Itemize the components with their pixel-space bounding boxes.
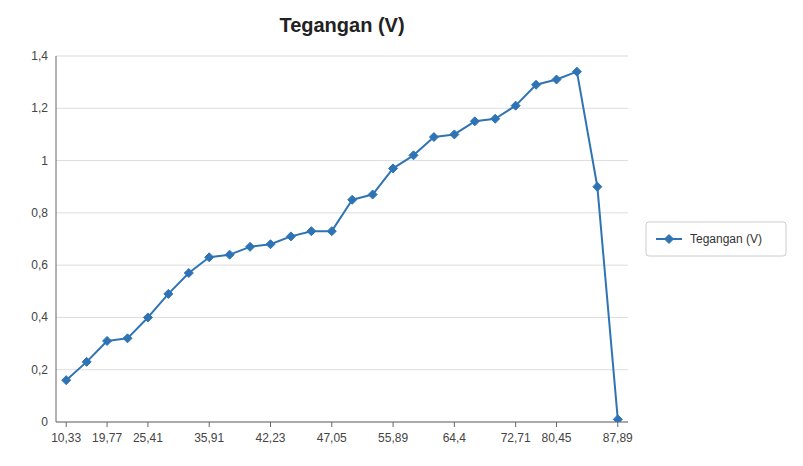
plot-area	[62, 67, 623, 422]
point-marker	[307, 227, 316, 236]
grid-line	[56, 369, 628, 370]
legend-label: Tegangan (V)	[690, 232, 762, 246]
chart-title: Tegangan (V)	[279, 14, 404, 36]
grid-line	[56, 160, 628, 161]
x-tick-label: 55,89	[378, 431, 408, 445]
point-marker	[389, 164, 398, 173]
point-marker	[327, 227, 336, 236]
x-tick	[393, 422, 394, 427]
point-marker	[123, 334, 132, 343]
y-axis-line	[56, 56, 57, 422]
x-tick	[556, 422, 557, 427]
point-marker	[593, 182, 602, 191]
x-tick	[331, 422, 332, 427]
x-tick-label: 42,23	[255, 431, 285, 445]
y-tick-label: 0,8	[31, 206, 48, 220]
x-tick-label: 47,05	[317, 431, 347, 445]
point-marker	[143, 313, 152, 322]
x-tick	[617, 422, 618, 427]
y-tick-label: 0	[41, 415, 48, 429]
point-marker	[225, 250, 234, 259]
point-marker	[103, 336, 112, 345]
point-marker	[552, 75, 561, 84]
point-marker	[409, 151, 418, 160]
legend: Tegangan (V)	[646, 222, 786, 256]
legend-marker	[665, 235, 674, 244]
point-marker	[205, 253, 214, 262]
grid-line	[56, 56, 628, 57]
x-tick	[454, 422, 455, 427]
y-tick-label: 0,2	[31, 363, 48, 377]
legend-box	[646, 222, 786, 256]
series-line	[66, 72, 618, 420]
point-marker	[511, 101, 520, 110]
point-marker	[62, 376, 71, 385]
point-marker	[450, 130, 459, 139]
x-tick	[66, 422, 67, 427]
y-tick-label: 1	[41, 154, 48, 168]
y-tick-label: 0,6	[31, 258, 48, 272]
point-marker	[429, 133, 438, 142]
point-marker	[368, 190, 377, 199]
x-tick	[209, 422, 210, 427]
x-tick-label: 80,45	[541, 431, 571, 445]
point-marker	[491, 114, 500, 123]
x-axis-line	[56, 422, 628, 423]
grid-line	[56, 212, 628, 213]
y-grid	[56, 56, 628, 422]
point-marker	[184, 268, 193, 277]
point-marker	[266, 240, 275, 249]
chart-svg: Tegangan (V) 0 0,2 0,4 0,6 0,8 1 1,2 1,4 10,33 19,…	[0, 0, 803, 466]
y-tick-label: 0,4	[31, 310, 48, 324]
point-marker	[470, 117, 479, 126]
x-tick-label: 72,71	[501, 431, 531, 445]
grid-line	[56, 108, 628, 109]
point-marker	[572, 67, 581, 76]
grid-line	[56, 317, 628, 318]
x-tick-label: 87,89	[603, 431, 633, 445]
point-marker	[246, 242, 255, 251]
point-marker	[82, 357, 91, 366]
chart-container: Tegangan (V) 0 0,2 0,4 0,6 0,8 1 1,2 1,4 10,33 19,…	[0, 0, 803, 466]
point-marker	[532, 80, 541, 89]
x-tick-label: 25,41	[133, 431, 163, 445]
grid-line	[56, 265, 628, 266]
x-tick	[147, 422, 148, 427]
x-tick-label: 64,4	[443, 431, 467, 445]
x-tick-label: 10,33	[51, 431, 81, 445]
x-tick	[270, 422, 271, 427]
point-marker	[348, 195, 357, 204]
y-tick-label: 1,4	[31, 49, 48, 63]
x-tick-label: 19,77	[92, 431, 122, 445]
x-tick-label: 35,91	[194, 431, 224, 445]
point-marker	[286, 232, 295, 241]
grid-line	[56, 422, 628, 423]
x-tick	[515, 422, 516, 427]
y-tick-label: 1,2	[31, 101, 48, 115]
point-marker	[613, 415, 622, 422]
point-marker	[164, 289, 173, 298]
x-tick	[107, 422, 108, 427]
